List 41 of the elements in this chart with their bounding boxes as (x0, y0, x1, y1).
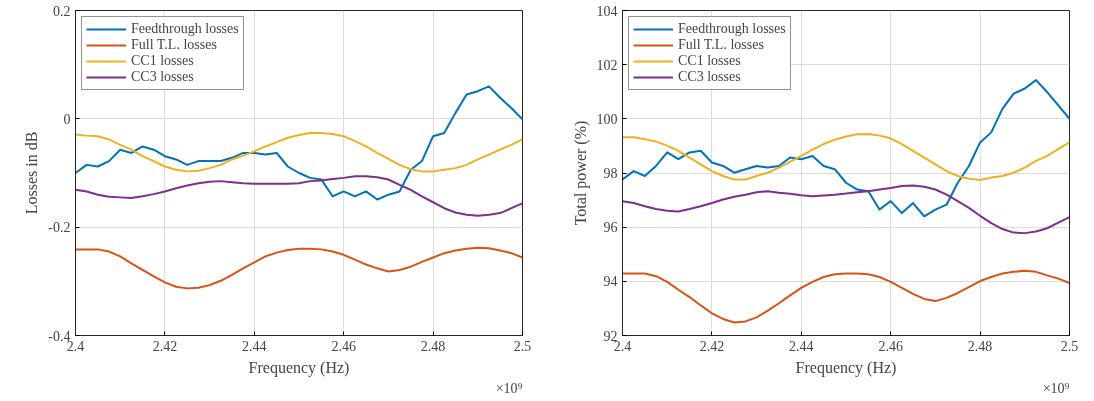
line-series (75, 131, 523, 173)
x-tick-label: 2.44 (242, 338, 267, 354)
legend-label: CC3 losses (678, 69, 741, 85)
legend-label: Feedthrough losses (678, 21, 786, 37)
y-tick-label: 102 (596, 57, 618, 73)
line-series (622, 269, 1070, 324)
legend-label: Full T.L. losses (678, 37, 764, 53)
text: ×10⁹ (1042, 380, 1070, 396)
x-tick-label: 2.5 (1060, 338, 1079, 354)
legend-label: CC1 losses (131, 53, 194, 69)
legend-label: CC3 losses (131, 69, 194, 85)
x-tick-label: 2.46 (878, 338, 903, 354)
y-tick-label: 98 (603, 166, 618, 181)
legend-label: Feedthrough losses (131, 21, 239, 37)
y-axis-title: Losses in dB (23, 131, 41, 215)
legend-label: CC1 losses (678, 53, 741, 69)
y-tick-label: 94 (603, 274, 618, 290)
text: ×10⁹ (495, 380, 523, 396)
x-tick-label: 2.44 (789, 338, 814, 354)
x-axis-title: Frequency (Hz) (248, 358, 350, 377)
y-tick-label: 96 (603, 220, 618, 236)
y-tick-label: 100 (596, 111, 618, 127)
line-series (622, 184, 1070, 235)
line-series (75, 85, 523, 201)
x-tick-label: 2.5 (513, 338, 532, 354)
line-series (75, 175, 523, 217)
legend-label: Full T.L. losses (131, 37, 217, 53)
line-series (75, 246, 523, 290)
y-tick-label: 104 (596, 3, 618, 19)
y-tick-label: -0.2 (48, 220, 71, 236)
x-tick-label: 2.42 (699, 338, 725, 354)
x-tick-label: 2.48 (967, 338, 993, 354)
y-tick-label: 0.2 (53, 3, 71, 19)
line-series (622, 79, 1070, 218)
x-tick-label: 2.46 (331, 338, 356, 354)
x-tick-label: 2.48 (420, 338, 446, 354)
x-axis-title: Frequency (Hz) (795, 358, 897, 377)
y-tick-label: 0 (63, 111, 71, 127)
x-tick-label: 2.42 (152, 338, 178, 354)
y-axis-title: Total power (%) (571, 120, 590, 226)
line-series (622, 133, 1070, 182)
